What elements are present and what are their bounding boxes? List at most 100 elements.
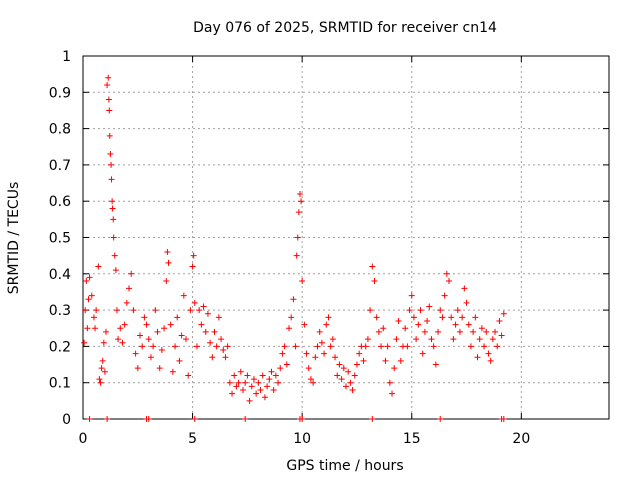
data-point — [97, 379, 104, 386]
y-tick-label: 0.3 — [49, 303, 71, 319]
data-point — [130, 307, 137, 314]
data-point — [126, 285, 133, 292]
data-point — [106, 132, 113, 139]
data-point — [290, 296, 297, 303]
data-point — [266, 376, 273, 383]
data-point — [397, 357, 404, 364]
data-point — [496, 317, 503, 324]
data-point — [191, 299, 198, 306]
data-point — [298, 198, 305, 205]
data-point — [349, 386, 356, 393]
data-point — [198, 321, 205, 328]
data-point — [257, 386, 264, 393]
data-point — [246, 397, 253, 404]
data-point — [277, 365, 284, 372]
data-point — [193, 343, 200, 350]
data-point — [283, 361, 290, 368]
data-point — [402, 325, 409, 332]
data-point — [113, 307, 120, 314]
data-point — [235, 379, 242, 386]
data-point — [117, 325, 124, 332]
data-point — [494, 343, 501, 350]
data-point — [369, 263, 376, 270]
data-point — [478, 325, 485, 332]
data-point — [145, 336, 152, 343]
data-point — [286, 325, 293, 332]
data-point — [362, 343, 369, 350]
data-point — [185, 372, 192, 379]
data-point — [270, 386, 277, 393]
data-point — [424, 317, 431, 324]
data-point — [384, 343, 391, 350]
data-point — [82, 307, 89, 314]
data-point — [312, 354, 319, 361]
data-point — [128, 270, 135, 277]
data-point — [145, 416, 152, 422]
data-point — [163, 278, 170, 285]
data-point — [98, 365, 105, 372]
data-point — [100, 339, 107, 346]
data-point — [456, 328, 463, 335]
data-point — [109, 198, 116, 205]
data-point — [268, 368, 275, 375]
data-point — [452, 321, 459, 328]
data-point — [439, 314, 446, 321]
data-point — [121, 321, 128, 328]
data-point — [105, 74, 112, 81]
data-point — [318, 339, 325, 346]
data-point — [154, 328, 161, 335]
data-point — [107, 151, 114, 158]
data-point — [360, 357, 367, 364]
data-point — [115, 336, 122, 343]
data-point — [500, 416, 507, 422]
data-point — [351, 372, 358, 379]
data-point — [329, 336, 336, 343]
data-point — [408, 292, 415, 299]
data-point — [86, 416, 93, 422]
data-point — [101, 368, 108, 375]
data-point — [147, 354, 154, 361]
data-point — [356, 350, 363, 357]
data-point — [437, 307, 444, 314]
x-tick-label: 10 — [293, 431, 311, 447]
data-point — [467, 343, 474, 350]
data-point — [364, 336, 371, 343]
data-point — [378, 343, 385, 350]
data-point — [485, 350, 492, 357]
data-point — [187, 307, 194, 314]
data-point — [253, 390, 260, 397]
data-point — [294, 234, 301, 241]
data-point — [389, 390, 396, 397]
data-point — [226, 379, 233, 386]
data-point — [237, 368, 244, 375]
data-point — [391, 365, 398, 372]
data-point — [108, 176, 115, 183]
data-point — [474, 354, 481, 361]
grid-lines — [83, 56, 609, 419]
data-point — [327, 343, 334, 350]
plot-frame — [82, 55, 610, 420]
data-point — [189, 263, 196, 270]
data-point — [500, 310, 507, 317]
data-point — [231, 372, 238, 379]
data-point — [454, 307, 461, 314]
data-point — [303, 350, 310, 357]
data-point — [132, 350, 139, 357]
data-point — [336, 361, 343, 368]
data-point — [152, 307, 159, 314]
data-point — [299, 416, 306, 422]
data-point — [261, 394, 268, 401]
data-point — [204, 310, 211, 317]
data-point — [461, 285, 468, 292]
data-point — [112, 267, 119, 274]
data-point — [255, 379, 262, 386]
data-point — [110, 216, 117, 223]
data-point — [426, 303, 433, 310]
data-point — [463, 299, 470, 306]
data-point — [369, 416, 376, 422]
data-point — [172, 343, 179, 350]
data-point — [489, 336, 496, 343]
data-point — [293, 252, 300, 259]
data-point — [367, 307, 374, 314]
data-point — [84, 325, 91, 332]
